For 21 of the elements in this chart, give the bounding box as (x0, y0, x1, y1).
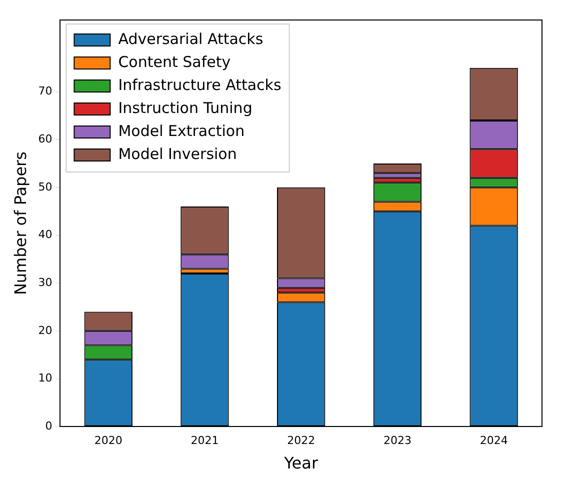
y-tick-label: 0 (45, 419, 52, 432)
x-tick-label: 2021 (190, 434, 219, 448)
x-tick-label: 2024 (480, 434, 508, 448)
legend-label: Content Safety (118, 52, 231, 71)
x-tick-label: 2020 (94, 434, 122, 448)
y-tick-label: 50 (38, 180, 52, 194)
y-tick-label: 70 (38, 84, 52, 98)
x-tick-label: 2022 (287, 434, 316, 448)
legend-label: Instruction Tuning (118, 98, 252, 117)
y-tick-label: 20 (38, 324, 52, 337)
legend-label: Infrastructure Attacks (118, 76, 282, 94)
legend-label: Model Inversion (118, 144, 237, 163)
legend-label: Adversarial Attacks (118, 30, 264, 48)
y-tick-label: 60 (38, 132, 52, 146)
y-tick-label: 10 (38, 372, 52, 385)
x-axis-title: Year (283, 454, 318, 473)
legend-label: Model Extraction (118, 122, 245, 140)
y-tick-label: 30 (38, 276, 52, 289)
y-axis-title: Number of Papers (10, 152, 30, 296)
x-tick-label: 2023 (383, 434, 412, 448)
y-tick-label: 40 (38, 228, 52, 242)
